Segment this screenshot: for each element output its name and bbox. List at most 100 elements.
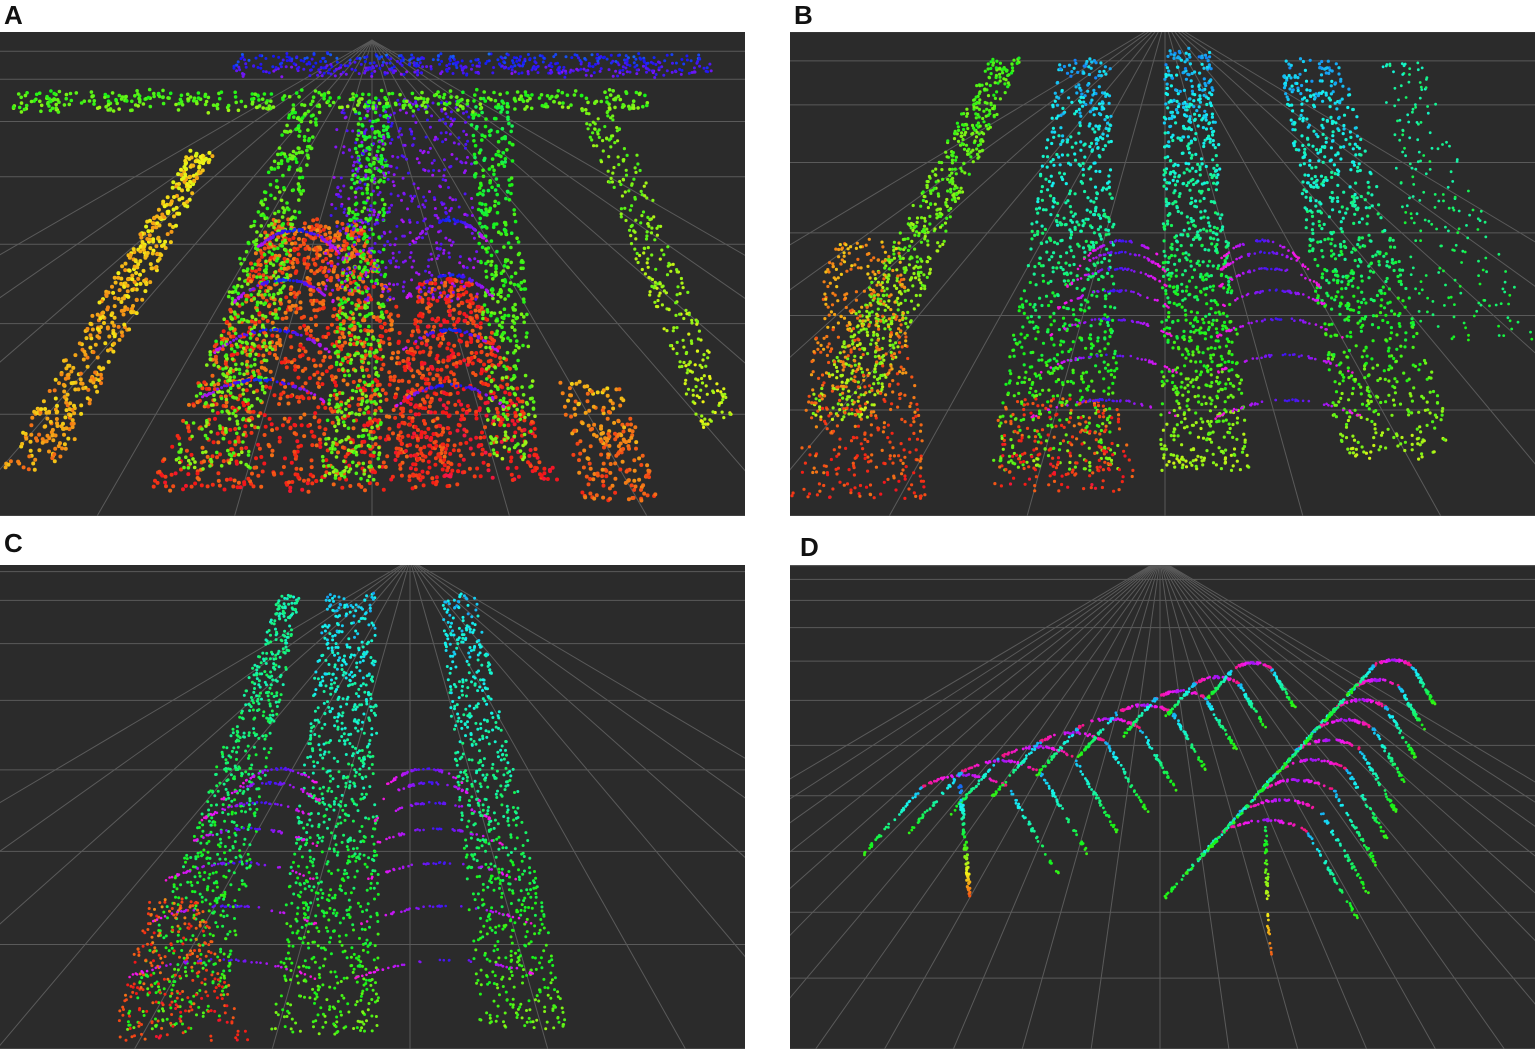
point xyxy=(592,496,597,501)
point xyxy=(512,212,517,217)
point xyxy=(470,296,475,301)
point xyxy=(388,377,393,382)
point xyxy=(302,323,307,328)
point xyxy=(352,181,357,186)
point xyxy=(327,270,331,274)
point xyxy=(422,430,427,435)
point xyxy=(282,129,287,134)
point xyxy=(701,422,705,426)
point xyxy=(373,267,377,271)
point xyxy=(708,418,712,422)
point xyxy=(347,197,351,201)
point xyxy=(425,395,430,399)
point xyxy=(335,325,340,330)
point xyxy=(336,237,341,241)
point xyxy=(652,56,656,60)
point xyxy=(336,354,341,359)
point xyxy=(384,414,389,419)
point xyxy=(271,295,275,300)
point xyxy=(423,421,427,426)
point xyxy=(309,146,313,151)
point xyxy=(290,65,294,69)
point xyxy=(344,401,348,406)
point xyxy=(499,110,503,114)
point xyxy=(636,162,640,166)
point xyxy=(273,308,278,313)
point xyxy=(484,269,488,274)
point xyxy=(513,392,518,397)
point xyxy=(575,441,580,446)
point xyxy=(502,264,507,268)
point xyxy=(503,160,508,164)
point xyxy=(237,277,242,281)
point xyxy=(453,222,457,226)
point xyxy=(287,167,291,172)
point xyxy=(457,205,461,209)
point xyxy=(467,408,472,413)
point xyxy=(650,226,654,230)
point xyxy=(504,258,508,262)
point xyxy=(366,196,371,200)
point xyxy=(262,252,267,257)
point xyxy=(361,134,366,138)
point xyxy=(343,207,347,211)
point xyxy=(235,419,239,424)
point xyxy=(52,459,57,464)
point xyxy=(204,450,208,454)
point xyxy=(455,391,460,395)
point xyxy=(655,286,659,290)
point xyxy=(434,475,439,480)
point xyxy=(397,129,401,133)
point xyxy=(283,356,288,361)
point xyxy=(218,426,222,431)
point xyxy=(265,216,269,220)
point xyxy=(333,388,337,393)
point xyxy=(439,131,443,135)
point xyxy=(182,465,186,470)
point xyxy=(391,154,395,158)
point xyxy=(93,384,98,389)
point xyxy=(722,387,726,391)
point xyxy=(720,392,724,397)
point xyxy=(335,220,340,225)
point xyxy=(197,384,201,388)
point xyxy=(323,224,328,229)
point xyxy=(216,364,221,369)
point xyxy=(457,136,461,140)
point xyxy=(446,358,450,363)
point xyxy=(621,447,626,451)
point xyxy=(195,400,200,405)
point xyxy=(424,232,428,236)
point xyxy=(340,204,343,208)
point xyxy=(203,433,208,438)
point xyxy=(59,372,64,377)
point xyxy=(639,221,643,225)
point xyxy=(675,293,679,297)
point xyxy=(273,196,277,201)
point xyxy=(424,434,429,439)
point xyxy=(202,459,206,464)
point xyxy=(349,440,353,445)
point xyxy=(386,298,390,302)
point xyxy=(361,374,366,379)
point xyxy=(588,427,593,432)
point xyxy=(437,230,441,234)
point xyxy=(369,208,373,211)
point xyxy=(571,452,576,457)
point xyxy=(191,457,195,461)
point xyxy=(254,242,259,247)
point xyxy=(258,285,263,290)
point xyxy=(167,222,172,227)
point xyxy=(392,111,396,115)
point xyxy=(187,402,191,407)
point xyxy=(487,167,492,171)
point xyxy=(702,374,706,378)
point xyxy=(196,159,201,164)
point xyxy=(281,465,286,469)
point xyxy=(567,386,572,391)
point xyxy=(226,389,230,393)
point xyxy=(348,324,352,329)
point xyxy=(411,357,416,362)
point xyxy=(532,453,537,458)
point xyxy=(106,359,111,364)
